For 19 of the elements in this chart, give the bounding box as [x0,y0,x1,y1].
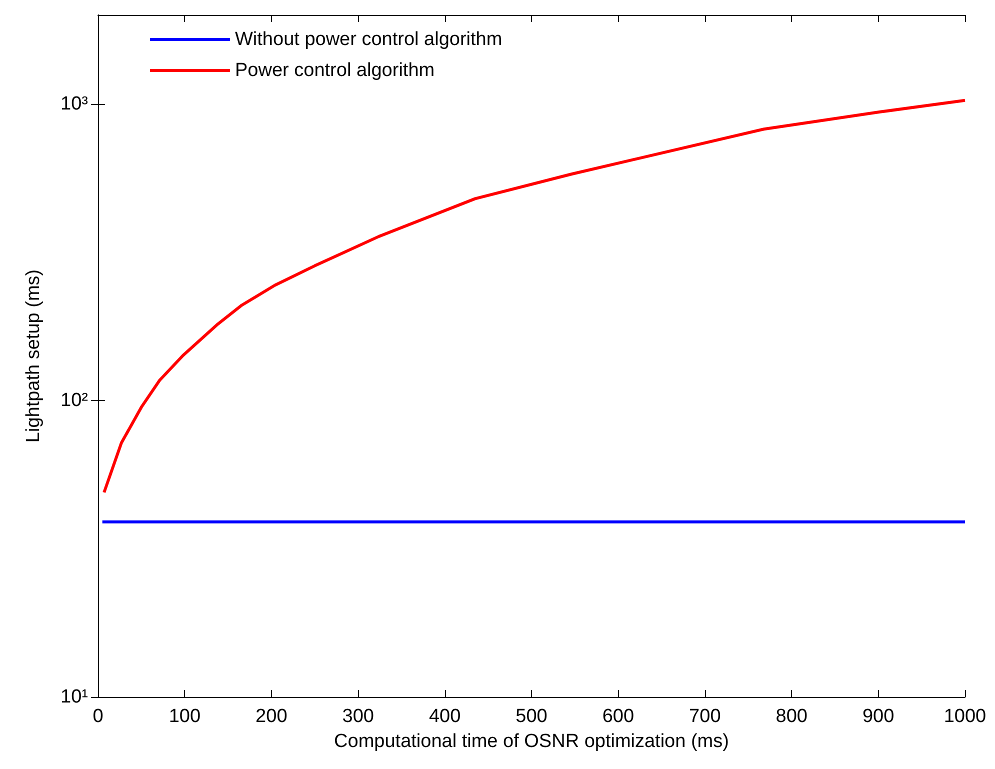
x-tick-label: 400 [428,706,461,727]
line-series [102,98,966,494]
x-tick-label: 500 [516,706,548,727]
y-tick-label: 10¹ [60,686,88,708]
x-tick-label: 900 [862,706,894,727]
x-tick-label: 700 [689,706,721,727]
x-tick-label: 800 [776,706,808,727]
x-tick-label: 600 [602,706,634,727]
y-tick-label: 10² [60,390,88,412]
x-tick-label: 200 [256,706,288,727]
x-tick-label: 100 [168,706,201,727]
legend-label: Without power control algorithm [235,29,502,50]
x-axis-title: Computational time of OSNR optimization (ms) [334,731,729,752]
y-axis-title: Lightpath setup (ms) [23,269,44,443]
legend-label: Power control algorithm [235,60,435,81]
x-tick-label: 0 [92,706,104,727]
x-tick-label: 1000 [944,706,986,727]
x-tick-label: 300 [342,706,374,727]
y-tick-label: 10³ [60,94,88,115]
